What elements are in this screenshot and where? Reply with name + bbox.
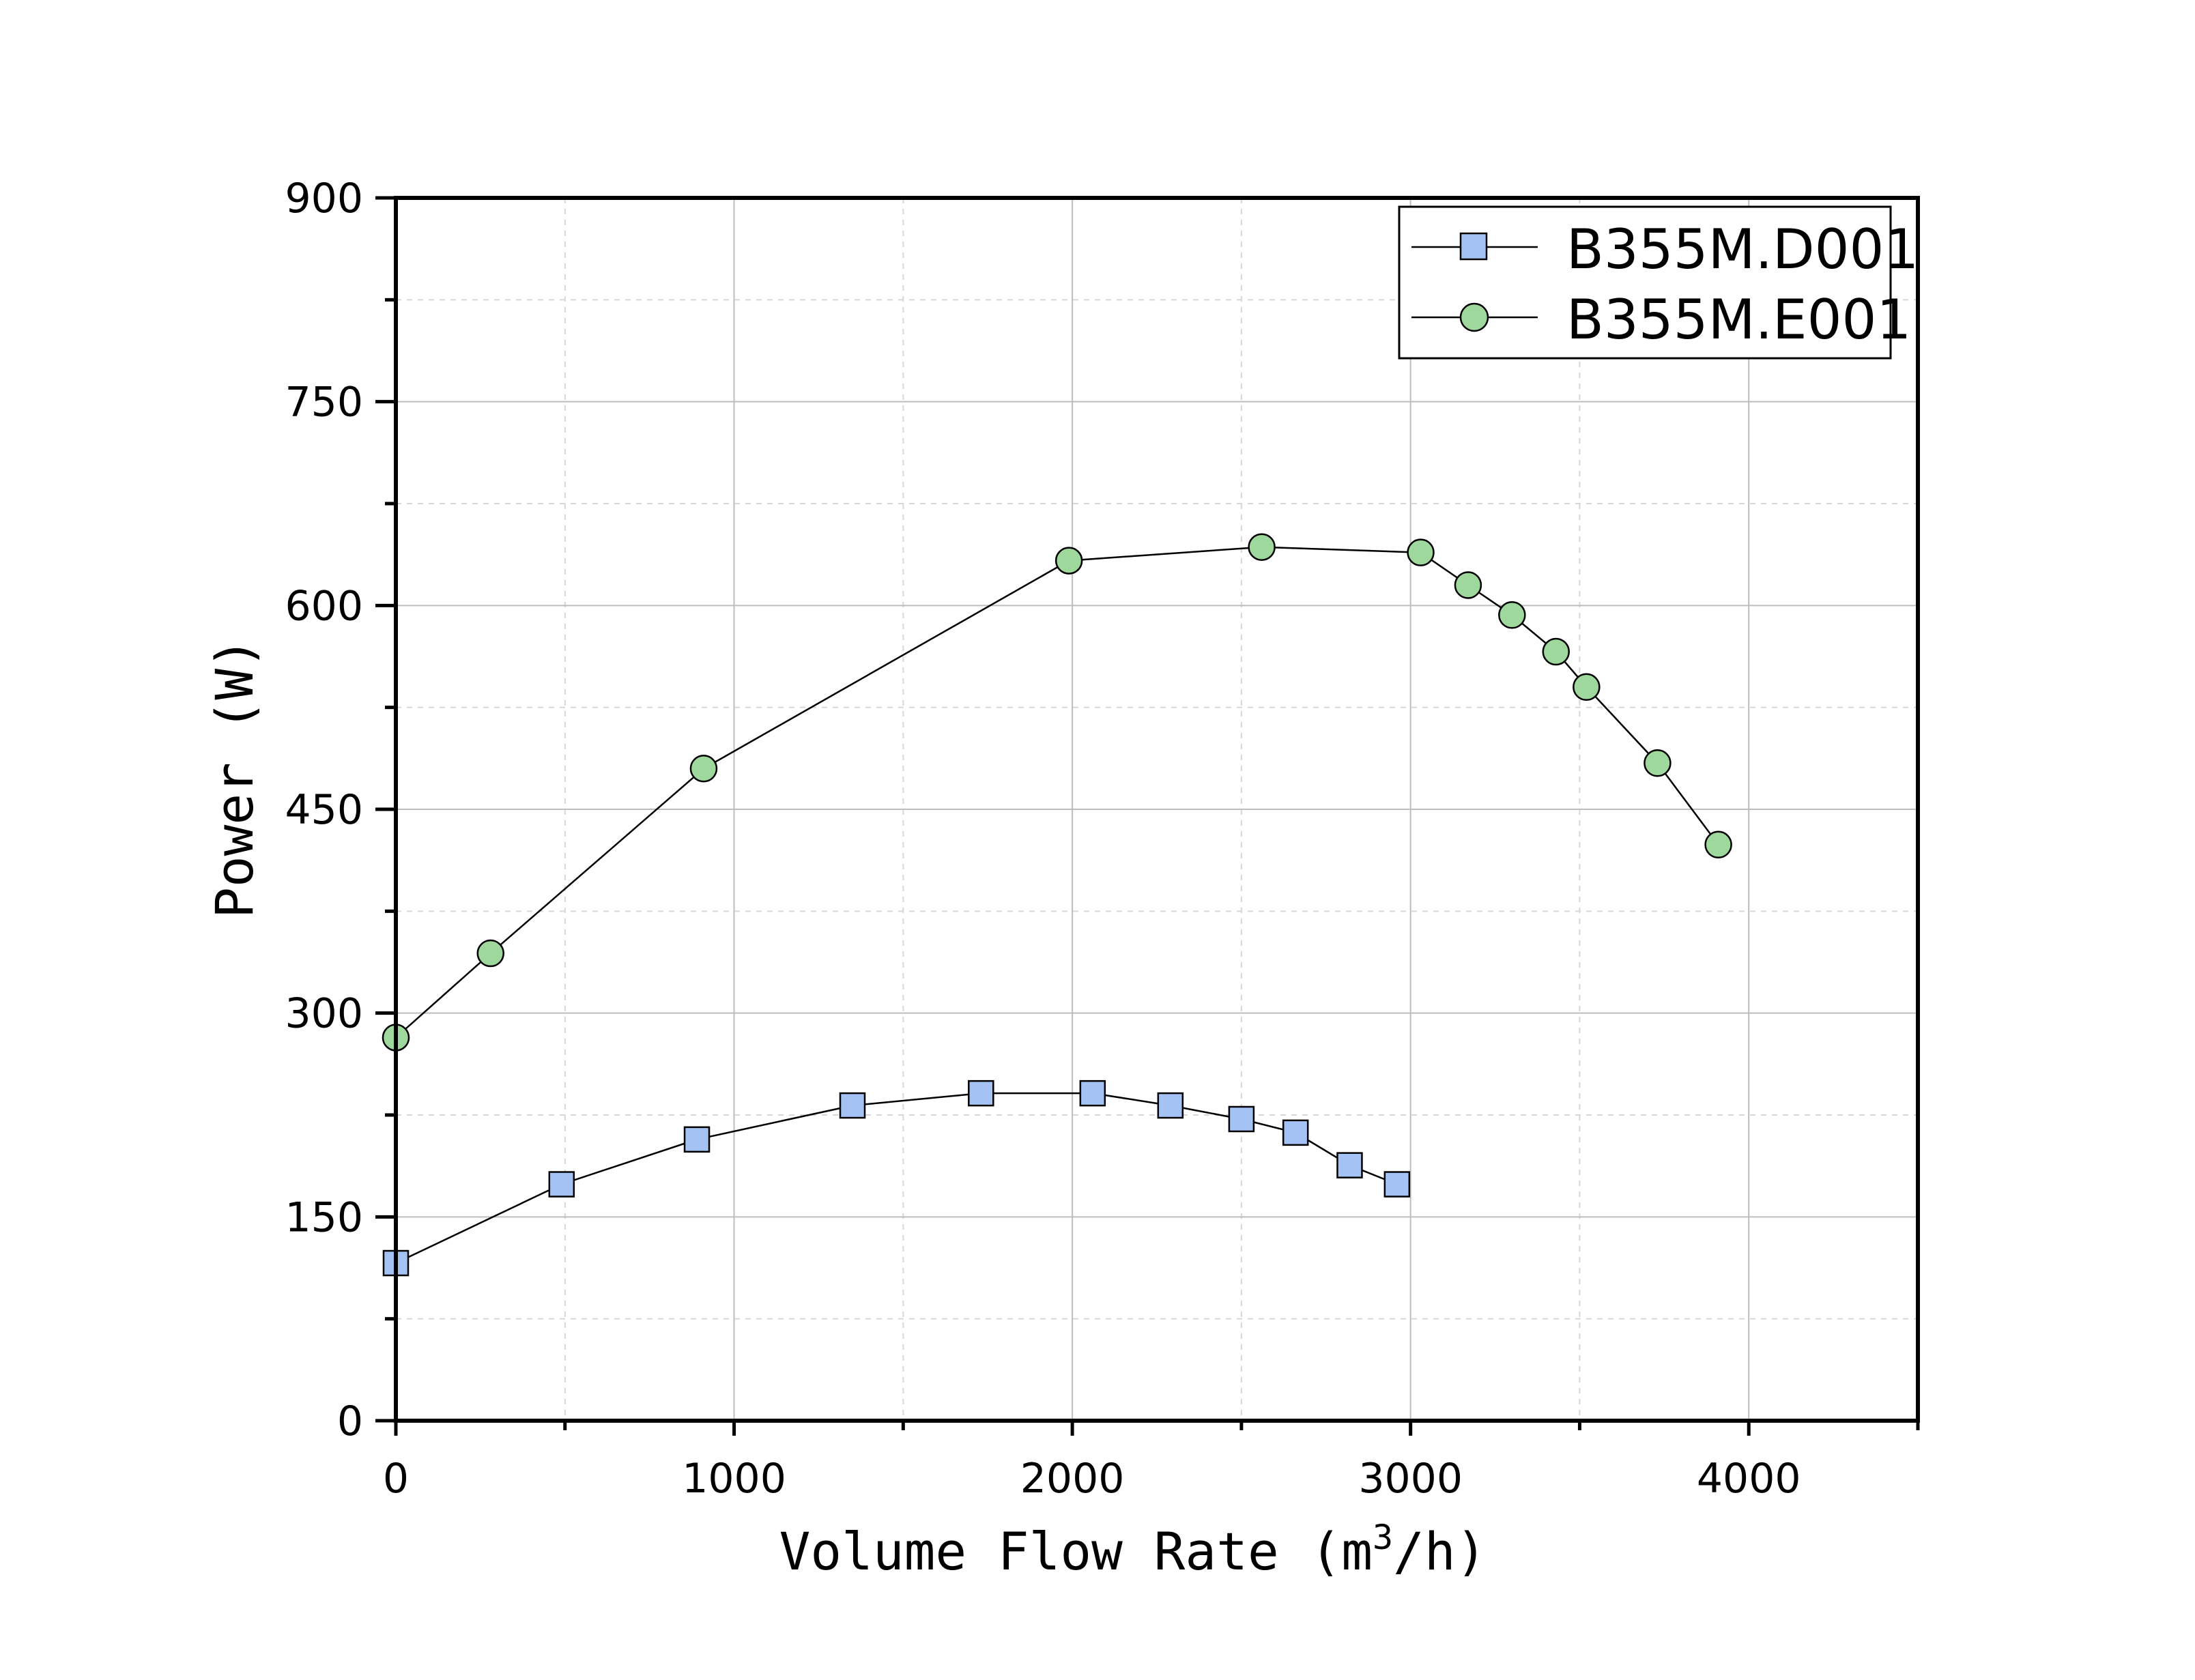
data-point-circle bbox=[1704, 830, 1732, 859]
legend-label-d001: B355M.D001 bbox=[1566, 218, 1919, 281]
data-point-circle bbox=[476, 939, 505, 968]
legend: B355M.D001 B355M.E001 bbox=[1398, 205, 1919, 360]
data-point-circle bbox=[1407, 538, 1435, 566]
data-point-square bbox=[968, 1080, 994, 1107]
y-tick-label: 900 bbox=[285, 175, 363, 222]
data-point-circle bbox=[1498, 601, 1526, 629]
legend-marker-circle bbox=[1459, 302, 1489, 332]
y-tick-label: 750 bbox=[285, 379, 363, 426]
data-point-circle bbox=[1055, 547, 1083, 575]
x-tick-label: 2000 bbox=[1020, 1455, 1125, 1503]
series-line-B355M.E001 bbox=[395, 546, 1719, 1039]
legend-marker-square bbox=[1459, 232, 1488, 261]
x-tick-label: 0 bbox=[383, 1455, 409, 1503]
x-tick-label: 4000 bbox=[1697, 1455, 1801, 1503]
y-tick-label: 450 bbox=[285, 786, 363, 834]
data-point-square bbox=[683, 1126, 711, 1153]
data-point-square bbox=[1383, 1171, 1411, 1198]
data-point-square bbox=[1157, 1092, 1184, 1119]
legend-label-e001: B355M.E001 bbox=[1566, 288, 1911, 351]
data-point-circle bbox=[1542, 637, 1570, 666]
data-point-square bbox=[1336, 1152, 1363, 1178]
axes: 0 1000 2000 3000 4000 0 150 300 450 600 750 900 bbox=[285, 175, 1920, 1503]
y-tick-label: 150 bbox=[285, 1193, 363, 1241]
data-point-square bbox=[1079, 1080, 1106, 1107]
data-point-circle bbox=[1454, 571, 1482, 599]
x-axis-title-superscript: 3 bbox=[1373, 1518, 1393, 1557]
x-tick-label: 1000 bbox=[682, 1455, 786, 1503]
data-point-square bbox=[548, 1171, 575, 1198]
y-tick-label: 600 bbox=[285, 582, 363, 630]
data-point-square bbox=[1282, 1119, 1309, 1146]
y-tick-label: 300 bbox=[285, 990, 363, 1038]
x-tick-label: 3000 bbox=[1358, 1455, 1463, 1503]
x-axis-title-tail: /h) bbox=[1393, 1521, 1487, 1582]
data-point-square bbox=[839, 1092, 866, 1119]
y-axis-title: Power (W) bbox=[204, 637, 265, 918]
y-tick-label: 0 bbox=[337, 1397, 363, 1445]
data-point-circle bbox=[689, 755, 718, 783]
legend-box bbox=[1398, 205, 1892, 360]
x-axis-title: Volume Flow Rate (m3/h) bbox=[779, 1518, 1487, 1582]
x-axis-title-main: Volume Flow Rate (m bbox=[779, 1521, 1373, 1582]
data-point-circle bbox=[1644, 749, 1672, 777]
data-point-circle bbox=[1248, 533, 1276, 561]
data-point-square bbox=[1228, 1105, 1255, 1133]
data-point-circle bbox=[1573, 673, 1601, 701]
